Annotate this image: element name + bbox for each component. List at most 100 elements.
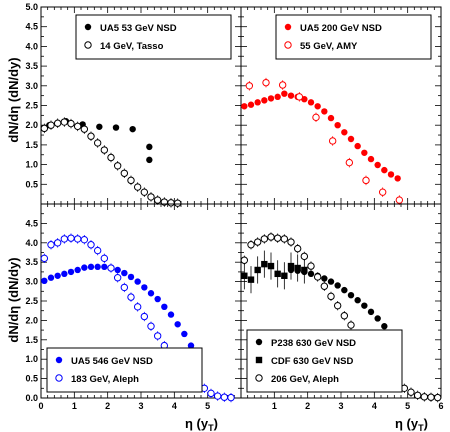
legend-label: UA5 53 GeV NSD xyxy=(100,23,177,34)
data-point xyxy=(154,295,161,303)
data-point xyxy=(287,238,295,246)
panel-bottom-left: 0.0 0.5 1.0 1.5 2.0 2.5 3.0 3.5 4.0 4.5 0 1 2 3 4 5 UA5 … xyxy=(25,203,242,411)
data-point xyxy=(334,282,341,289)
data-point xyxy=(341,129,348,136)
data-point xyxy=(374,161,381,169)
data-point xyxy=(153,196,162,204)
data-point xyxy=(127,293,135,301)
data-point xyxy=(361,149,368,156)
data-point xyxy=(361,302,368,309)
data-point xyxy=(121,269,128,277)
legend-label: 14 GeV, Tasso xyxy=(100,41,164,52)
data-point xyxy=(433,393,442,402)
legend-box xyxy=(75,14,232,60)
legend-box xyxy=(246,329,403,393)
data-point xyxy=(307,270,315,278)
data-point xyxy=(240,256,249,264)
data-point xyxy=(47,274,55,281)
data-point xyxy=(378,188,387,196)
y-tick-label: 0.0 xyxy=(25,393,38,403)
data-point xyxy=(334,122,341,129)
data-point xyxy=(381,166,388,174)
data-point xyxy=(267,95,275,102)
x-tick-label: 4 xyxy=(372,401,377,411)
data-point xyxy=(312,113,320,122)
data-point xyxy=(73,235,82,243)
data-point xyxy=(287,262,295,270)
data-point xyxy=(101,263,108,271)
data-point xyxy=(129,125,136,133)
data-point xyxy=(107,264,115,272)
data-point xyxy=(147,290,155,297)
data-point xyxy=(80,125,89,133)
data-point xyxy=(267,262,275,270)
data-point xyxy=(54,272,61,279)
data-point xyxy=(347,291,355,299)
data-point xyxy=(67,234,75,242)
y-axis-label-top: dN/dη (dN/dy) xyxy=(6,57,21,142)
data-point xyxy=(187,342,195,349)
y-tick-label: 3.0 xyxy=(25,81,38,91)
series-1 xyxy=(241,250,308,294)
data-point xyxy=(87,263,95,271)
data-point xyxy=(300,252,309,261)
data-point xyxy=(262,78,270,87)
data-point xyxy=(253,238,262,246)
data-point xyxy=(61,270,68,278)
data-point xyxy=(287,92,295,99)
y-tick-label: 2.0 xyxy=(25,120,38,130)
data-point xyxy=(241,103,248,110)
data-point xyxy=(281,272,288,279)
data-point xyxy=(96,123,103,130)
data-point xyxy=(241,272,248,279)
data-point xyxy=(153,332,162,340)
y-axis-label-bottom: dN/dη (dN/dy) xyxy=(6,257,21,342)
data-point xyxy=(146,156,153,164)
data-point xyxy=(47,121,55,129)
panel-top-left: 0.5 1.0 1.5 2.0 2.5 3.0 3.5 4.0 4.5 5.0 UA5 53 GeV… xyxy=(25,2,242,208)
data-point xyxy=(81,264,88,271)
data-point xyxy=(395,196,404,204)
panel-bottom-right: 1 2 3 4 5 6 P238 630 GeV NSD CDF 630 GeV NSD 206… xyxy=(240,203,444,411)
data-point xyxy=(247,276,255,283)
x-axis-label-left: η (yT) xyxy=(185,416,218,432)
data-point xyxy=(293,244,302,253)
data-point xyxy=(127,176,135,185)
data-point xyxy=(381,323,388,330)
data-point xyxy=(94,263,101,271)
data-point xyxy=(345,158,354,167)
data-point xyxy=(167,311,175,318)
legend-box xyxy=(275,14,432,60)
data-point xyxy=(147,322,155,330)
data-point xyxy=(313,273,322,281)
data-point xyxy=(107,153,115,162)
data-point xyxy=(60,118,69,126)
data-point xyxy=(53,119,62,127)
data-point xyxy=(140,188,149,196)
data-point xyxy=(367,155,375,163)
data-point xyxy=(407,388,415,396)
data-point xyxy=(173,199,182,207)
data-point xyxy=(295,93,304,101)
data-point xyxy=(146,143,153,151)
x-tick-label: 3 xyxy=(138,401,143,411)
y-tick-label: 2.0 xyxy=(25,315,38,325)
data-point xyxy=(127,273,135,281)
data-point xyxy=(207,389,215,398)
data-point xyxy=(261,260,268,268)
y-tick-label: 5.0 xyxy=(25,2,38,12)
y-tick-label: 2.5 xyxy=(25,296,38,306)
data-point xyxy=(67,268,75,276)
legend-marker xyxy=(255,338,263,346)
data-point xyxy=(327,114,335,122)
data-point xyxy=(307,262,315,270)
x-tick-label: 1 xyxy=(272,401,277,411)
data-point xyxy=(254,99,261,106)
data-point xyxy=(347,135,355,143)
data-point xyxy=(247,101,255,108)
legend-marker xyxy=(255,374,263,382)
data-point xyxy=(47,241,55,249)
data-point xyxy=(134,278,141,285)
data-point xyxy=(133,183,142,191)
data-point xyxy=(113,162,122,170)
